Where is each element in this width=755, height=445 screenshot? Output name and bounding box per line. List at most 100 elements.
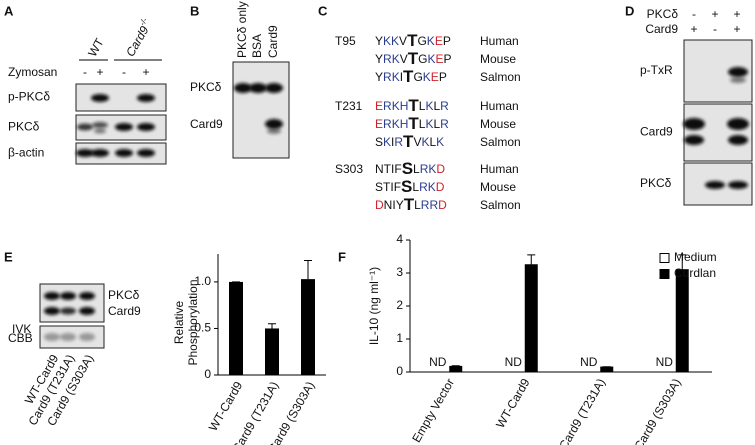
species: Salmon <box>480 198 521 212</box>
residue: L <box>419 99 426 113</box>
species: Human <box>480 162 519 176</box>
residue: N <box>384 198 393 212</box>
bar <box>600 366 614 373</box>
sign: + <box>733 7 740 21</box>
residue: R <box>383 117 392 131</box>
residue: R <box>440 99 449 113</box>
sign: + <box>690 22 697 36</box>
species: Human <box>480 34 519 48</box>
band <box>79 307 95 315</box>
residue: T <box>403 67 414 86</box>
residue: K <box>428 180 436 194</box>
residue: T <box>403 132 414 151</box>
y-axis-label: Phosphorylation <box>186 279 200 365</box>
x-tick-label: Card9 (S303A) <box>631 376 683 445</box>
site-label: S303 <box>335 162 363 176</box>
site-label: T231 <box>335 99 363 113</box>
residue: R <box>383 70 392 84</box>
error-bar <box>451 365 460 367</box>
residue: P <box>443 52 451 66</box>
residue: L <box>412 180 419 194</box>
sign: - <box>692 7 696 21</box>
row-label: Zymosan <box>8 65 57 79</box>
residue: L <box>414 198 421 212</box>
x-tick-label: Empty Vector <box>409 376 457 445</box>
residue: D <box>436 180 445 194</box>
residue: K <box>392 70 400 84</box>
bar <box>229 281 243 375</box>
residue: K <box>425 117 433 131</box>
panel-label: B <box>190 3 199 18</box>
blot <box>39 283 105 323</box>
band <box>705 181 725 189</box>
residue: I <box>391 135 394 149</box>
blot <box>232 61 290 159</box>
sequence: SKIRTVKLK <box>375 132 444 151</box>
residue: K <box>436 135 444 149</box>
blot-label: PKCδ <box>108 288 140 302</box>
residue: H <box>400 99 409 113</box>
sequence: NTIFSLRKD <box>375 159 445 178</box>
site-label: T95 <box>335 34 356 48</box>
band <box>91 149 109 157</box>
band <box>60 307 76 315</box>
residue: N <box>375 162 384 176</box>
panel-label: C <box>318 3 328 18</box>
residue: R <box>420 162 429 176</box>
band <box>115 149 133 157</box>
band <box>115 123 133 131</box>
residue: K <box>383 34 391 48</box>
legend-label: Medium <box>674 250 717 264</box>
residue: P <box>439 70 447 84</box>
residue: K <box>392 117 400 131</box>
blot <box>683 103 753 162</box>
band <box>79 333 95 341</box>
residue: R <box>394 135 403 149</box>
residue: L <box>413 162 420 176</box>
residue: F <box>394 162 401 176</box>
band <box>265 119 283 129</box>
residue: K <box>391 34 399 48</box>
residue: T <box>408 114 419 133</box>
sequence: ERKHTLKLR <box>375 114 449 133</box>
residue: T <box>408 49 419 68</box>
residue: G <box>413 70 422 84</box>
residue: T <box>407 31 418 50</box>
residue: L <box>433 117 440 131</box>
species: Human <box>480 99 519 113</box>
blot-label: PKCδ <box>190 80 222 94</box>
residue: R <box>419 180 428 194</box>
band <box>76 149 94 157</box>
band <box>94 128 106 134</box>
residue: S <box>401 177 412 196</box>
sign: - <box>83 65 87 79</box>
residue: I <box>392 198 395 212</box>
band <box>60 333 76 341</box>
band <box>728 135 748 145</box>
assay-label: CBB <box>8 331 33 345</box>
band <box>137 149 155 157</box>
sign: + <box>733 22 740 36</box>
y-tick-label: 4 <box>396 232 403 246</box>
residue: Y <box>375 34 383 48</box>
residue: E <box>435 52 443 66</box>
residue: L <box>433 99 440 113</box>
blot-label: p-PKCδ <box>8 90 50 104</box>
residue: K <box>423 70 431 84</box>
lane-label: Card9 <box>266 25 280 58</box>
species: Salmon <box>480 135 521 149</box>
blot-label: PKCδ <box>640 176 672 190</box>
x-tick-label: WT-Card9 <box>206 379 246 434</box>
sequence: YRKVTGKEP <box>375 49 452 68</box>
band <box>728 181 748 189</box>
residue: H <box>400 117 409 131</box>
sign: - <box>713 22 717 36</box>
value-label: ND <box>580 355 598 369</box>
residue: K <box>421 135 429 149</box>
band <box>265 83 283 93</box>
panel-label: A <box>4 3 14 18</box>
x-tick-label: Card9 (T231A) <box>556 376 608 445</box>
residue: V <box>413 135 421 149</box>
band <box>60 292 76 300</box>
residue: I <box>391 162 394 176</box>
